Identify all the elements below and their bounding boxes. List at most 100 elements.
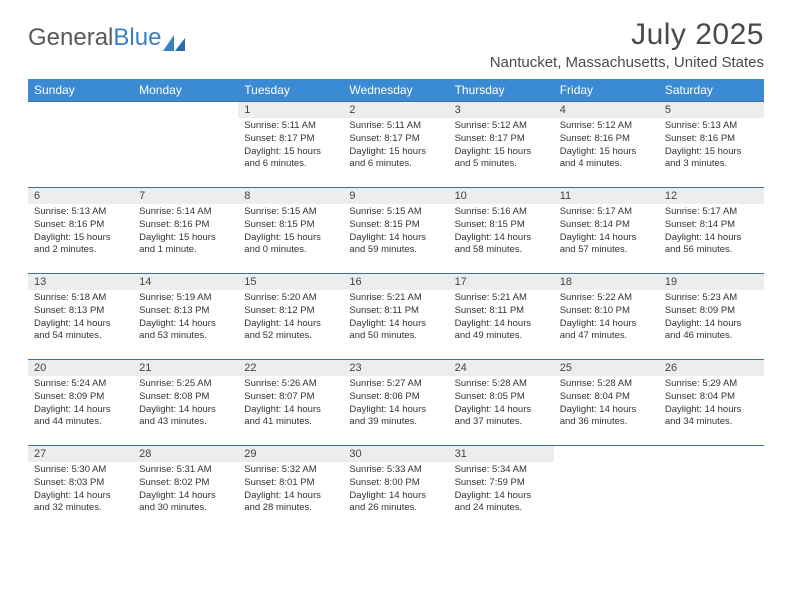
day-number: 18 (554, 274, 659, 290)
calendar-day-cell: 4Sunrise: 5:12 AMSunset: 8:16 PMDaylight… (554, 102, 659, 188)
logo-text-a: General (28, 24, 113, 52)
day-details: Sunrise: 5:32 AMSunset: 8:01 PMDaylight:… (238, 462, 343, 523)
calendar-week-row: ....1Sunrise: 5:11 AMSunset: 8:17 PMDayl… (28, 102, 764, 188)
day-number: 1 (238, 102, 343, 118)
weekday-header: Friday (554, 79, 659, 102)
calendar-day-cell: 27Sunrise: 5:30 AMSunset: 8:03 PMDayligh… (28, 446, 133, 532)
logo-text-b: Blue (113, 24, 161, 52)
day-details: Sunrise: 5:31 AMSunset: 8:02 PMDaylight:… (133, 462, 238, 523)
calendar-day-cell: 26Sunrise: 5:29 AMSunset: 8:04 PMDayligh… (659, 360, 764, 446)
calendar-day-cell: 31Sunrise: 5:34 AMSunset: 7:59 PMDayligh… (449, 446, 554, 532)
day-details: Sunrise: 5:28 AMSunset: 8:05 PMDaylight:… (449, 376, 554, 437)
weekday-header: Monday (133, 79, 238, 102)
day-number: 15 (238, 274, 343, 290)
calendar-day-cell: 21Sunrise: 5:25 AMSunset: 8:08 PMDayligh… (133, 360, 238, 446)
day-number: 22 (238, 360, 343, 376)
day-details: Sunrise: 5:17 AMSunset: 8:14 PMDaylight:… (659, 204, 764, 265)
day-details: Sunrise: 5:22 AMSunset: 8:10 PMDaylight:… (554, 290, 659, 351)
day-number: 13 (28, 274, 133, 290)
day-number: 10 (449, 188, 554, 204)
calendar-week-row: 20Sunrise: 5:24 AMSunset: 8:09 PMDayligh… (28, 360, 764, 446)
logo-sail-icon (163, 30, 185, 46)
calendar-day-cell: .. (659, 446, 764, 532)
day-details: Sunrise: 5:21 AMSunset: 8:11 PMDaylight:… (343, 290, 448, 351)
calendar-day-cell: 15Sunrise: 5:20 AMSunset: 8:12 PMDayligh… (238, 274, 343, 360)
logo: GeneralBlue (28, 18, 185, 52)
calendar-day-cell: 30Sunrise: 5:33 AMSunset: 8:00 PMDayligh… (343, 446, 448, 532)
day-number: 16 (343, 274, 448, 290)
day-number: 19 (659, 274, 764, 290)
calendar-day-cell: 17Sunrise: 5:21 AMSunset: 8:11 PMDayligh… (449, 274, 554, 360)
calendar-day-cell: 29Sunrise: 5:32 AMSunset: 8:01 PMDayligh… (238, 446, 343, 532)
day-details: Sunrise: 5:12 AMSunset: 8:17 PMDaylight:… (449, 118, 554, 179)
calendar-day-cell: 2Sunrise: 5:11 AMSunset: 8:17 PMDaylight… (343, 102, 448, 188)
day-number: 12 (659, 188, 764, 204)
calendar-day-cell: 16Sunrise: 5:21 AMSunset: 8:11 PMDayligh… (343, 274, 448, 360)
day-details: Sunrise: 5:26 AMSunset: 8:07 PMDaylight:… (238, 376, 343, 437)
calendar-day-cell: 23Sunrise: 5:27 AMSunset: 8:06 PMDayligh… (343, 360, 448, 446)
calendar-day-cell: 10Sunrise: 5:16 AMSunset: 8:15 PMDayligh… (449, 188, 554, 274)
calendar-day-cell: 3Sunrise: 5:12 AMSunset: 8:17 PMDaylight… (449, 102, 554, 188)
day-details: Sunrise: 5:12 AMSunset: 8:16 PMDaylight:… (554, 118, 659, 179)
calendar-page: GeneralBlue July 2025 Nantucket, Massach… (0, 0, 792, 532)
day-details: Sunrise: 5:11 AMSunset: 8:17 PMDaylight:… (343, 118, 448, 179)
day-details: Sunrise: 5:15 AMSunset: 8:15 PMDaylight:… (343, 204, 448, 265)
day-number: 11 (554, 188, 659, 204)
day-details: Sunrise: 5:28 AMSunset: 8:04 PMDaylight:… (554, 376, 659, 437)
weekday-header-row: SundayMondayTuesdayWednesdayThursdayFrid… (28, 79, 764, 102)
day-number: 3 (449, 102, 554, 118)
day-number: 8 (238, 188, 343, 204)
day-details: Sunrise: 5:16 AMSunset: 8:15 PMDaylight:… (449, 204, 554, 265)
calendar-day-cell: 8Sunrise: 5:15 AMSunset: 8:15 PMDaylight… (238, 188, 343, 274)
day-details: Sunrise: 5:18 AMSunset: 8:13 PMDaylight:… (28, 290, 133, 351)
day-number: 31 (449, 446, 554, 462)
calendar-day-cell: 28Sunrise: 5:31 AMSunset: 8:02 PMDayligh… (133, 446, 238, 532)
day-number: 26 (659, 360, 764, 376)
day-details: Sunrise: 5:17 AMSunset: 8:14 PMDaylight:… (554, 204, 659, 265)
day-number: 20 (28, 360, 133, 376)
calendar-day-cell: 24Sunrise: 5:28 AMSunset: 8:05 PMDayligh… (449, 360, 554, 446)
calendar-week-row: 13Sunrise: 5:18 AMSunset: 8:13 PMDayligh… (28, 274, 764, 360)
day-details: Sunrise: 5:13 AMSunset: 8:16 PMDaylight:… (659, 118, 764, 179)
day-details: Sunrise: 5:11 AMSunset: 8:17 PMDaylight:… (238, 118, 343, 179)
day-details: Sunrise: 5:13 AMSunset: 8:16 PMDaylight:… (28, 204, 133, 265)
day-details: Sunrise: 5:21 AMSunset: 8:11 PMDaylight:… (449, 290, 554, 351)
calendar-day-cell: .. (133, 102, 238, 188)
weekday-header: Saturday (659, 79, 764, 102)
day-number: 7 (133, 188, 238, 204)
day-details: Sunrise: 5:14 AMSunset: 8:16 PMDaylight:… (133, 204, 238, 265)
day-details: Sunrise: 5:29 AMSunset: 8:04 PMDaylight:… (659, 376, 764, 437)
calendar-day-cell: 1Sunrise: 5:11 AMSunset: 8:17 PMDaylight… (238, 102, 343, 188)
header: GeneralBlue July 2025 Nantucket, Massach… (28, 18, 764, 71)
calendar-day-cell: 25Sunrise: 5:28 AMSunset: 8:04 PMDayligh… (554, 360, 659, 446)
calendar-day-cell: 13Sunrise: 5:18 AMSunset: 8:13 PMDayligh… (28, 274, 133, 360)
day-number: 2 (343, 102, 448, 118)
day-number: 4 (554, 102, 659, 118)
day-number: 5 (659, 102, 764, 118)
weekday-header: Tuesday (238, 79, 343, 102)
day-number: 28 (133, 446, 238, 462)
day-number: 25 (554, 360, 659, 376)
day-number: 9 (343, 188, 448, 204)
calendar-day-cell: 9Sunrise: 5:15 AMSunset: 8:15 PMDaylight… (343, 188, 448, 274)
title-block: July 2025 Nantucket, Massachusetts, Unit… (490, 18, 764, 71)
day-number: 14 (133, 274, 238, 290)
day-number: 6 (28, 188, 133, 204)
day-details: Sunrise: 5:23 AMSunset: 8:09 PMDaylight:… (659, 290, 764, 351)
day-details: Sunrise: 5:30 AMSunset: 8:03 PMDaylight:… (28, 462, 133, 523)
day-number: 21 (133, 360, 238, 376)
calendar-week-row: 27Sunrise: 5:30 AMSunset: 8:03 PMDayligh… (28, 446, 764, 532)
day-details: Sunrise: 5:33 AMSunset: 8:00 PMDaylight:… (343, 462, 448, 523)
calendar-day-cell: .. (28, 102, 133, 188)
calendar-day-cell: 7Sunrise: 5:14 AMSunset: 8:16 PMDaylight… (133, 188, 238, 274)
day-number: 23 (343, 360, 448, 376)
day-number: 29 (238, 446, 343, 462)
calendar-day-cell: 18Sunrise: 5:22 AMSunset: 8:10 PMDayligh… (554, 274, 659, 360)
calendar-week-row: 6Sunrise: 5:13 AMSunset: 8:16 PMDaylight… (28, 188, 764, 274)
day-number: 24 (449, 360, 554, 376)
day-details: Sunrise: 5:34 AMSunset: 7:59 PMDaylight:… (449, 462, 554, 523)
calendar-day-cell: 19Sunrise: 5:23 AMSunset: 8:09 PMDayligh… (659, 274, 764, 360)
day-details: Sunrise: 5:15 AMSunset: 8:15 PMDaylight:… (238, 204, 343, 265)
calendar-table: SundayMondayTuesdayWednesdayThursdayFrid… (28, 79, 764, 532)
calendar-day-cell: 14Sunrise: 5:19 AMSunset: 8:13 PMDayligh… (133, 274, 238, 360)
